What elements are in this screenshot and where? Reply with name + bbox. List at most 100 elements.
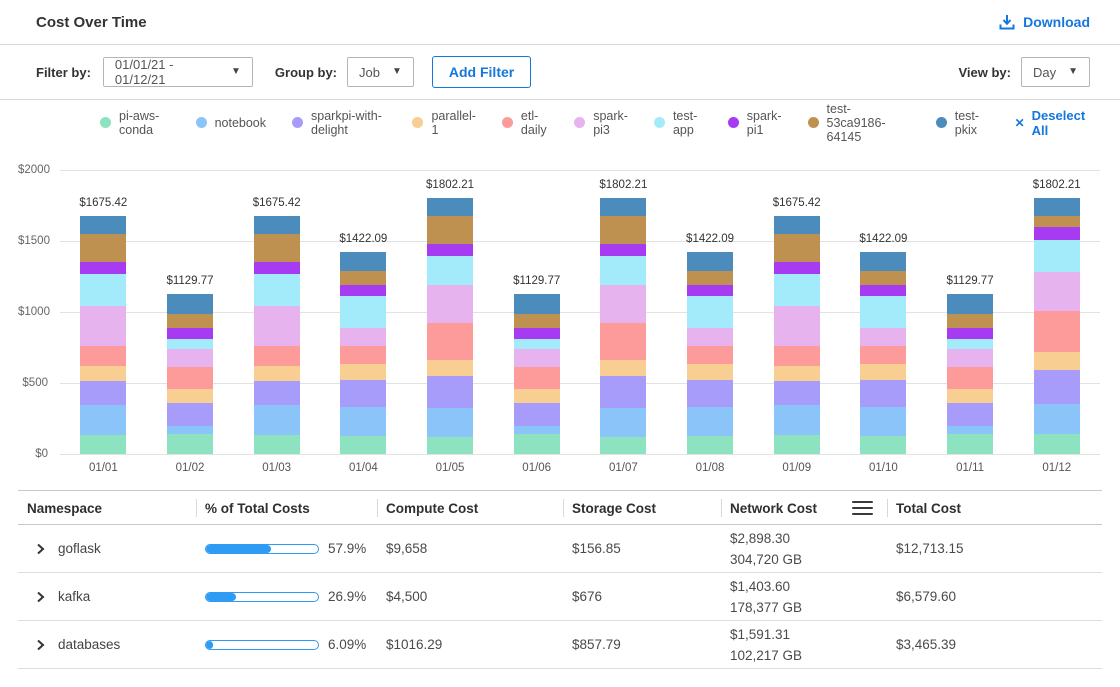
bar-segment-parallel-1[interactable] bbox=[687, 364, 733, 380]
bar-segment-test-53ca9186-64145[interactable] bbox=[860, 271, 906, 285]
view-by-dropdown[interactable]: Day ▼ bbox=[1021, 57, 1090, 87]
legend-item-notebook[interactable]: notebook bbox=[196, 116, 266, 130]
bar-segment-test-pkix[interactable] bbox=[427, 198, 473, 216]
bar-segment-spark-pi3[interactable] bbox=[947, 349, 993, 367]
bar-segment-sparkpi-with-delight[interactable] bbox=[254, 381, 300, 404]
legend-item-parallel-1[interactable]: parallel-1 bbox=[412, 109, 475, 137]
bar-segment-etl-daily[interactable] bbox=[514, 367, 560, 388]
deselect-all-button[interactable]: ✕ Deselect All bbox=[1015, 108, 1090, 138]
bar-segment-sparkpi-with-delight[interactable] bbox=[427, 376, 473, 409]
date-range-dropdown[interactable]: 01/01/21 - 01/12/21 ▼ bbox=[103, 57, 253, 87]
bar-segment-etl-daily[interactable] bbox=[947, 367, 993, 388]
bar-segment-sparkpi-with-delight[interactable] bbox=[600, 376, 646, 409]
legend-item-test-53ca9186-64145[interactable]: test-53ca9186-64145 bbox=[808, 102, 910, 144]
bar-segment-pi-aws-conda[interactable] bbox=[80, 435, 126, 454]
bar-segment-test-pkix[interactable] bbox=[254, 216, 300, 233]
bar-segment-test-pkix[interactable] bbox=[600, 198, 646, 216]
bar-segment-etl-daily[interactable] bbox=[340, 346, 386, 364]
bar-segment-spark-pi1[interactable] bbox=[947, 328, 993, 339]
bar-segment-spark-pi1[interactable] bbox=[600, 244, 646, 256]
bar-segment-notebook[interactable] bbox=[167, 426, 213, 433]
group-by-dropdown[interactable]: Job ▼ bbox=[347, 57, 414, 87]
bar-segment-spark-pi1[interactable] bbox=[80, 262, 126, 274]
stacked-bar-01/01[interactable] bbox=[80, 216, 126, 454]
bar-segment-notebook[interactable] bbox=[1034, 404, 1080, 434]
bar-segment-spark-pi3[interactable] bbox=[254, 306, 300, 346]
bar-segment-notebook[interactable] bbox=[254, 405, 300, 435]
bar-segment-notebook[interactable] bbox=[514, 426, 560, 433]
bar-segment-spark-pi1[interactable] bbox=[254, 262, 300, 274]
bar-segment-spark-pi3[interactable] bbox=[687, 328, 733, 346]
legend-item-spark-pi3[interactable]: spark-pi3 bbox=[574, 109, 628, 137]
column-header-namespace[interactable]: Namespace bbox=[18, 491, 196, 525]
bar-segment-parallel-1[interactable] bbox=[167, 389, 213, 403]
column-header-total-cost[interactable]: Total Cost bbox=[887, 491, 1102, 525]
bar-segment-notebook[interactable] bbox=[947, 426, 993, 433]
bar-segment-notebook[interactable] bbox=[80, 405, 126, 435]
stacked-bar-01/11[interactable] bbox=[947, 294, 993, 454]
bar-segment-etl-daily[interactable] bbox=[774, 346, 820, 366]
bar-segment-notebook[interactable] bbox=[687, 407, 733, 436]
bar-segment-sparkpi-with-delight[interactable] bbox=[1034, 370, 1080, 404]
bar-segment-parallel-1[interactable] bbox=[427, 360, 473, 376]
bar-segment-parallel-1[interactable] bbox=[80, 366, 126, 382]
bar-segment-sparkpi-with-delight[interactable] bbox=[860, 380, 906, 407]
legend-item-test-app[interactable]: test-app bbox=[654, 109, 702, 137]
bar-segment-spark-pi1[interactable] bbox=[687, 285, 733, 296]
bar-segment-sparkpi-with-delight[interactable] bbox=[167, 403, 213, 426]
bar-segment-spark-pi3[interactable] bbox=[514, 349, 560, 367]
bar-segment-pi-aws-conda[interactable] bbox=[947, 434, 993, 454]
bar-segment-spark-pi3[interactable] bbox=[600, 285, 646, 322]
expand-chevron-icon[interactable] bbox=[33, 638, 47, 652]
bar-segment-test-app[interactable] bbox=[687, 296, 733, 328]
bar-segment-test-app[interactable] bbox=[1034, 240, 1080, 272]
bar-segment-test-53ca9186-64145[interactable] bbox=[514, 314, 560, 328]
bar-segment-test-53ca9186-64145[interactable] bbox=[340, 271, 386, 285]
bar-segment-pi-aws-conda[interactable] bbox=[340, 436, 386, 454]
bar-segment-spark-pi3[interactable] bbox=[167, 349, 213, 367]
bar-segment-pi-aws-conda[interactable] bbox=[600, 437, 646, 454]
bar-segment-sparkpi-with-delight[interactable] bbox=[80, 381, 126, 404]
bar-segment-pi-aws-conda[interactable] bbox=[427, 437, 473, 454]
bar-segment-test-pkix[interactable] bbox=[514, 294, 560, 314]
bar-segment-etl-daily[interactable] bbox=[860, 346, 906, 364]
stacked-bar-01/05[interactable] bbox=[427, 198, 473, 454]
bar-segment-test-53ca9186-64145[interactable] bbox=[774, 234, 820, 263]
bar-segment-spark-pi1[interactable] bbox=[774, 262, 820, 274]
bar-segment-test-app[interactable] bbox=[860, 296, 906, 328]
bar-segment-test-app[interactable] bbox=[514, 339, 560, 350]
bar-segment-test-app[interactable] bbox=[340, 296, 386, 328]
stacked-bar-01/08[interactable] bbox=[687, 252, 733, 454]
bar-segment-pi-aws-conda[interactable] bbox=[774, 435, 820, 454]
bar-segment-spark-pi3[interactable] bbox=[1034, 272, 1080, 311]
bar-segment-test-53ca9186-64145[interactable] bbox=[1034, 216, 1080, 227]
stacked-bar-01/07[interactable] bbox=[600, 198, 646, 454]
bar-segment-etl-daily[interactable] bbox=[1034, 311, 1080, 351]
legend-item-sparkpi-with-delight[interactable]: sparkpi-with-delight bbox=[292, 109, 386, 137]
download-button[interactable]: Download bbox=[999, 14, 1090, 30]
bar-segment-test-pkix[interactable] bbox=[687, 252, 733, 271]
bar-segment-test-pkix[interactable] bbox=[947, 294, 993, 314]
stacked-bar-01/10[interactable] bbox=[860, 252, 906, 454]
bar-segment-test-pkix[interactable] bbox=[1034, 198, 1080, 216]
bar-segment-pi-aws-conda[interactable] bbox=[254, 435, 300, 454]
column-header-compute-cost[interactable]: Compute Cost bbox=[377, 491, 563, 525]
stacked-bar-01/03[interactable] bbox=[254, 216, 300, 454]
bar-segment-notebook[interactable] bbox=[427, 408, 473, 436]
stacked-bar-01/12[interactable] bbox=[1034, 198, 1080, 454]
column-header-network-cost[interactable]: Network Cost bbox=[721, 491, 887, 525]
bar-segment-test-app[interactable] bbox=[947, 339, 993, 350]
bar-segment-parallel-1[interactable] bbox=[860, 364, 906, 380]
bar-segment-sparkpi-with-delight[interactable] bbox=[340, 380, 386, 407]
bar-segment-test-app[interactable] bbox=[167, 339, 213, 350]
bar-segment-notebook[interactable] bbox=[340, 407, 386, 436]
bar-segment-test-53ca9186-64145[interactable] bbox=[254, 234, 300, 263]
bar-segment-sparkpi-with-delight[interactable] bbox=[774, 381, 820, 404]
bar-segment-pi-aws-conda[interactable] bbox=[860, 436, 906, 454]
stacked-bar-01/02[interactable] bbox=[167, 294, 213, 454]
bar-segment-test-app[interactable] bbox=[427, 256, 473, 285]
bar-segment-parallel-1[interactable] bbox=[340, 364, 386, 380]
bar-segment-notebook[interactable] bbox=[600, 408, 646, 436]
bar-segment-notebook[interactable] bbox=[860, 407, 906, 436]
bar-segment-notebook[interactable] bbox=[774, 405, 820, 435]
